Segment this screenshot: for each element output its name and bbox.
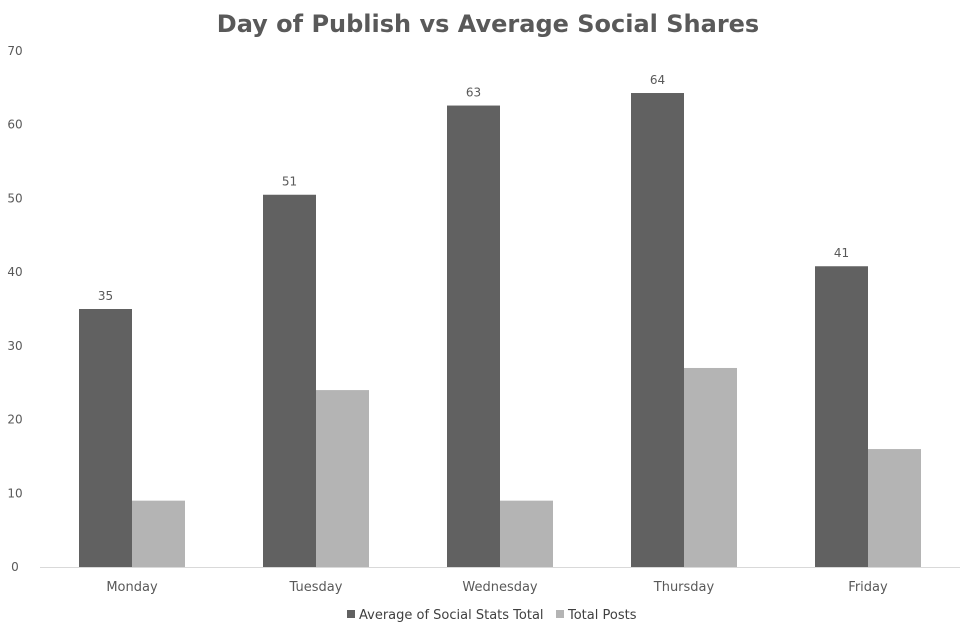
- data-label: 64: [650, 73, 665, 87]
- y-tick-label: 40: [7, 265, 22, 279]
- legend-swatch: [556, 610, 564, 618]
- bar-total-posts-wednesday: [500, 500, 553, 567]
- x-tick-label: Friday: [848, 580, 888, 595]
- legend-label: Average of Social Stats Total: [359, 608, 544, 623]
- x-axis: Monday Tuesday Wednesday Thursday Friday: [106, 580, 888, 595]
- chart-title: Day of Publish vs Average Social Shares: [216, 10, 760, 38]
- bar-avg-social-stats-wednesday: [447, 105, 500, 567]
- bars: [79, 93, 921, 567]
- data-label: 35: [98, 289, 113, 303]
- x-tick-label: Thursday: [653, 580, 715, 595]
- legend: Average of Social Stats Total Total Posts: [347, 608, 637, 623]
- y-tick-label: 60: [7, 118, 22, 132]
- bar-avg-social-stats-tuesday: [263, 194, 316, 567]
- data-labels: 35 51 63 64 41: [98, 73, 849, 303]
- bar-total-posts-thursday: [684, 367, 737, 567]
- data-label: 63: [466, 86, 481, 100]
- y-tick-label: 10: [7, 486, 22, 500]
- legend-swatch: [347, 610, 355, 618]
- y-tick-label: 50: [7, 191, 22, 205]
- bar-avg-social-stats-monday: [79, 309, 132, 567]
- y-tick-label: 20: [7, 413, 22, 427]
- y-axis: 0 10 20 30 40 50 60 70: [7, 44, 960, 574]
- y-tick-label: 70: [7, 44, 22, 58]
- data-label: 41: [834, 246, 849, 260]
- bar-avg-social-stats-thursday: [631, 93, 684, 567]
- data-label: 51: [282, 175, 297, 189]
- bar-total-posts-monday: [132, 500, 185, 567]
- bar-avg-social-stats-friday: [815, 266, 868, 567]
- bar-total-posts-tuesday: [316, 390, 369, 567]
- x-tick-label: Wednesday: [462, 580, 538, 595]
- y-tick-label: 30: [7, 339, 22, 353]
- x-tick-label: Tuesday: [289, 580, 343, 595]
- legend-label: Total Posts: [567, 608, 637, 623]
- x-tick-label: Monday: [106, 580, 158, 595]
- y-tick-label: 0: [11, 560, 19, 574]
- bar-total-posts-friday: [868, 449, 921, 567]
